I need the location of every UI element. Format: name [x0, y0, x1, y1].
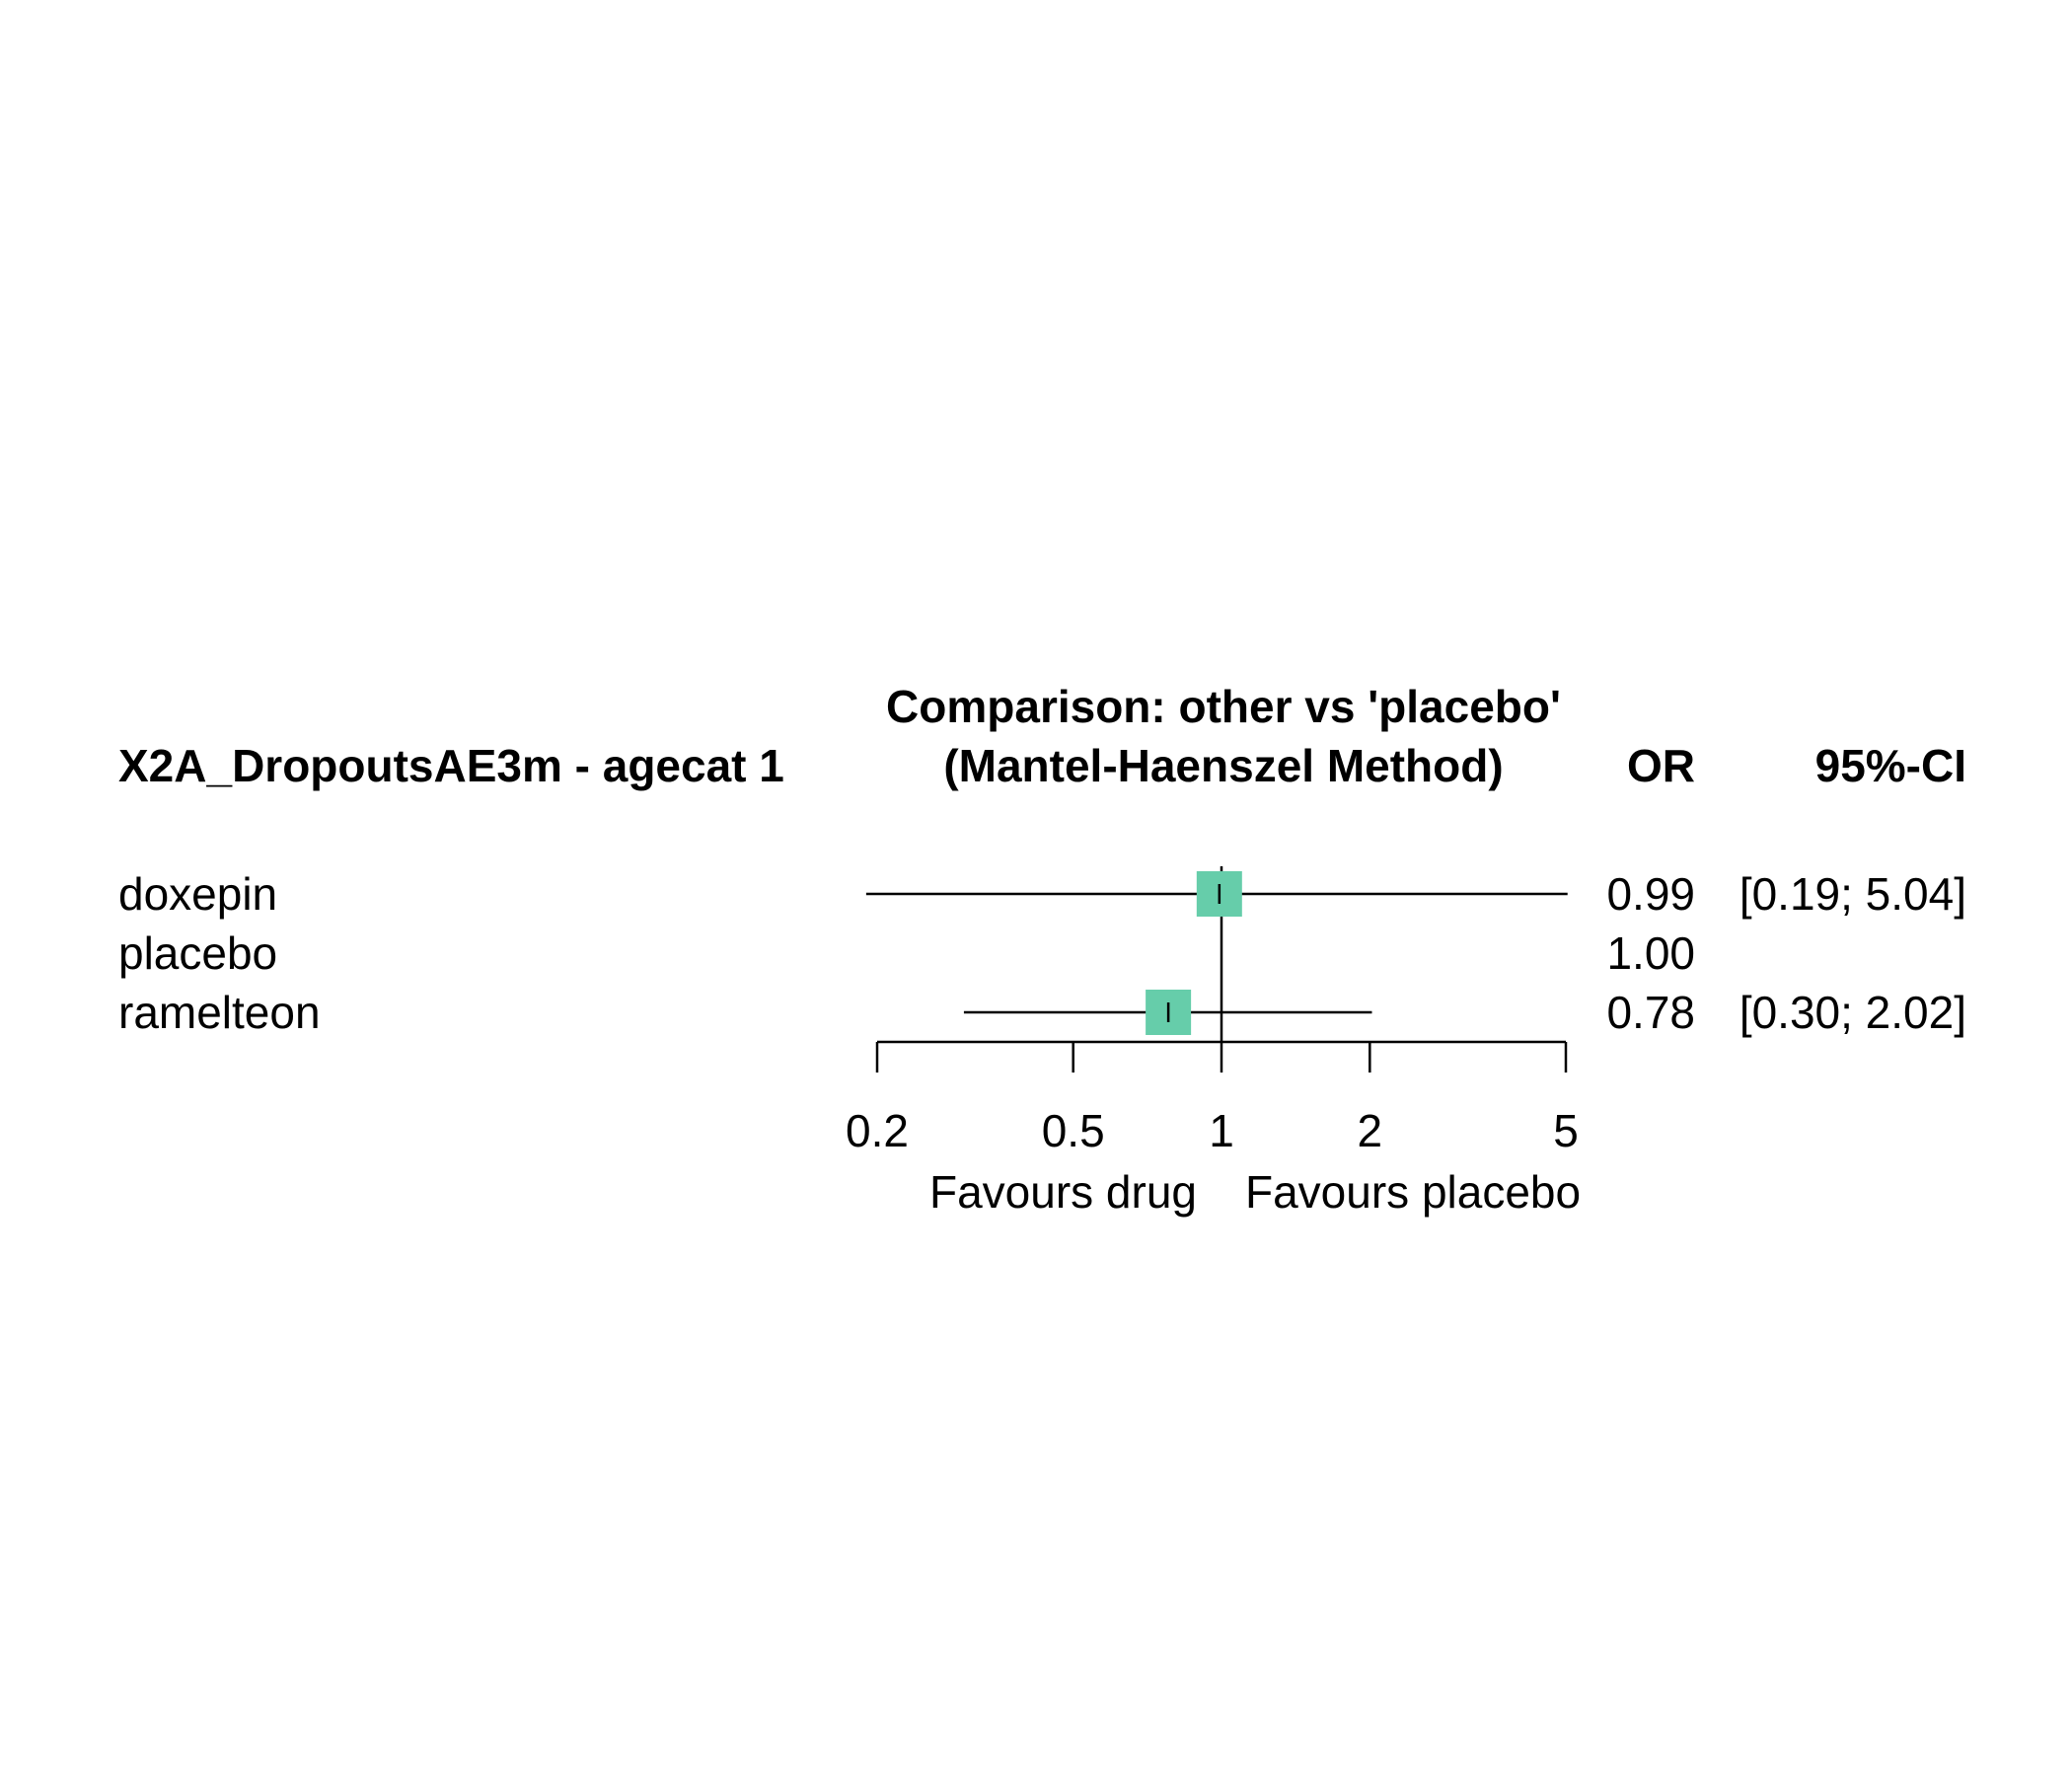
method-header: (Mantel-Haenszel Method): [943, 740, 1503, 791]
ci-value: [0.30; 2.02]: [1739, 987, 1966, 1038]
row-doxepin: doxepin 0.99 [0.19; 5.04]: [118, 868, 1966, 920]
axis-tick-label: 0.2: [846, 1105, 909, 1156]
axis-tick-label: 0.5: [1042, 1105, 1105, 1156]
axis-tick-label: 2: [1358, 1105, 1383, 1156]
row-placebo: placebo 1.00: [118, 927, 1695, 979]
favours-labels: Favours drug Favours placebo: [929, 1166, 1581, 1218]
x-axis: 0.2 0.5 1 2 5: [846, 1040, 1579, 1156]
or-value: 0.99: [1606, 868, 1695, 920]
study-column-header: X2A_DropoutsAE3m - agecat 1: [118, 740, 784, 791]
or-value: 1.00: [1606, 927, 1695, 979]
study-label: doxepin: [118, 868, 277, 920]
or-value: 0.78: [1606, 987, 1695, 1038]
study-rows: doxepin 0.99 [0.19; 5.04] placebo 1.00 ramelt…: [118, 866, 1966, 1042]
header: Comparison: other vs 'placebo' X2A_Dropo…: [118, 681, 1966, 791]
comparison-title: Comparison: other vs 'placebo': [886, 681, 1561, 732]
axis-tick-label: 1: [1209, 1105, 1234, 1156]
study-label: ramelteon: [118, 987, 321, 1038]
ci-value: [0.19; 5.04]: [1739, 868, 1966, 920]
ci-column-header: 95%-CI: [1815, 740, 1966, 791]
row-ramelteon: ramelteon 0.78 [0.30; 2.02]: [118, 987, 1966, 1038]
study-label: placebo: [118, 927, 277, 979]
or-column-header: OR: [1627, 740, 1695, 791]
axis-tick-label: 5: [1553, 1105, 1579, 1156]
favours-drug-label: Favours drug: [929, 1166, 1197, 1218]
favours-placebo-label: Favours placebo: [1245, 1166, 1581, 1218]
